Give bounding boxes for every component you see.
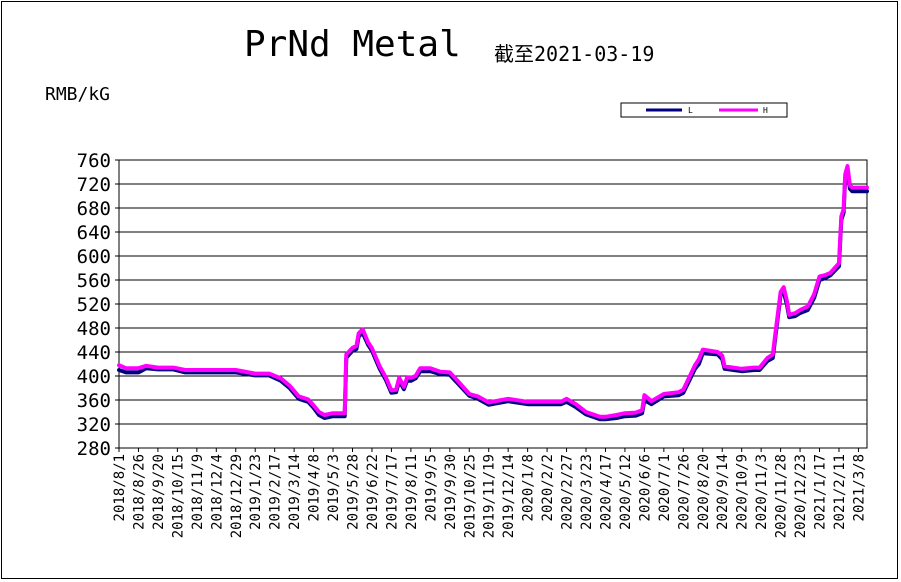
x-tick-label: 2019/3/14 — [287, 454, 303, 530]
x-tick-label: 2021/2/11 — [832, 454, 848, 530]
y-tick-label: 600 — [77, 246, 111, 268]
x-tick-label: 2019/11/19 — [482, 454, 498, 538]
x-tick-label: 2020/2/2 — [540, 454, 556, 521]
x-tick-label: 2020/8/20 — [696, 454, 712, 530]
y-tick-label: 440 — [77, 342, 111, 364]
x-tick-label: 2021/3/8 — [851, 454, 867, 521]
x-tick-label: 2019/5/28 — [346, 454, 362, 530]
y-tick-label: 480 — [77, 318, 111, 340]
x-tick-label: 2018/12/29 — [229, 454, 245, 538]
chart-subtitle: 截至2021-03-19 — [494, 42, 655, 66]
x-tick-label: 2019/2/17 — [268, 454, 284, 530]
x-tick-label: 2020/11/28 — [774, 454, 790, 538]
x-tick-label: 2019/9/30 — [443, 454, 459, 530]
x-tick-label: 2019/12/14 — [501, 454, 517, 538]
y-tick-label: 560 — [77, 270, 111, 292]
x-tick-label: 2019/7/17 — [384, 454, 400, 530]
grid-lines — [119, 183, 867, 425]
x-tick-label: 2020/5/12 — [618, 454, 634, 530]
y-tick-label: 760 — [77, 150, 111, 172]
x-tick-label: 2018/11/9 — [190, 454, 206, 530]
x-tick-label: 2018/10/15 — [170, 454, 186, 538]
x-tick-label: 2021/1/17 — [813, 454, 829, 530]
x-tick-label: 2019/9/5 — [423, 454, 439, 521]
x-tick-label: 2020/1/8 — [521, 454, 537, 521]
x-tick-label: 2018/9/20 — [151, 454, 167, 530]
x-tick-label: 2020/7/26 — [676, 454, 692, 530]
y-tick-label: 640 — [77, 222, 111, 244]
x-tick-label: 2019/6/22 — [365, 454, 381, 530]
x-tick-label: 2019/4/8 — [307, 454, 323, 521]
y-tick-label: 320 — [77, 414, 111, 436]
legend-label-L: L — [688, 106, 693, 115]
series-line-H — [117, 164, 869, 419]
y-tick-label: 360 — [77, 390, 111, 412]
y-tick-label: 400 — [77, 366, 111, 388]
x-tick-label: 2020/6/6 — [637, 454, 653, 521]
x-tick-label: 2019/5/3 — [326, 454, 342, 521]
x-tick-label: 2018/8/1 — [112, 454, 128, 521]
y-tick-label: 280 — [77, 438, 111, 460]
x-tick-label: 2020/4/17 — [598, 454, 614, 530]
x-tick-label: 2019/10/25 — [462, 454, 478, 538]
x-tick-label: 2020/11/3 — [754, 454, 770, 530]
x-tick-label: 2020/3/23 — [579, 454, 595, 530]
series-lines — [117, 164, 869, 422]
legend: L H — [620, 102, 788, 118]
y-tick-label: 720 — [77, 174, 111, 196]
x-tick-label: 2020/10/9 — [735, 454, 751, 530]
x-tick-label: 2018/12/4 — [209, 454, 225, 530]
x-tick-label: 2018/8/26 — [131, 454, 147, 530]
y-tick-label: 520 — [77, 294, 111, 316]
x-tick-label: 2020/9/14 — [715, 454, 731, 530]
x-tick-label: 2019/8/11 — [404, 454, 420, 530]
legend-label-H: H — [763, 106, 768, 115]
x-tick-label: 2020/2/27 — [560, 454, 576, 530]
chart-title: PrNd Metal — [244, 24, 461, 65]
y-axis-unit-label: RMB/kG — [45, 84, 111, 105]
y-tick-label: 680 — [77, 198, 111, 220]
legend-box — [620, 102, 788, 118]
x-tick-label: 2020/7/1 — [657, 454, 673, 521]
x-tick-label: 2019/1/23 — [248, 454, 264, 530]
x-tick-label: 2020/12/23 — [793, 454, 809, 538]
x-axis-ticks: 2018/8/1 2018/8/26 2018/9/20 2018/10/15 2018… — [112, 448, 867, 538]
